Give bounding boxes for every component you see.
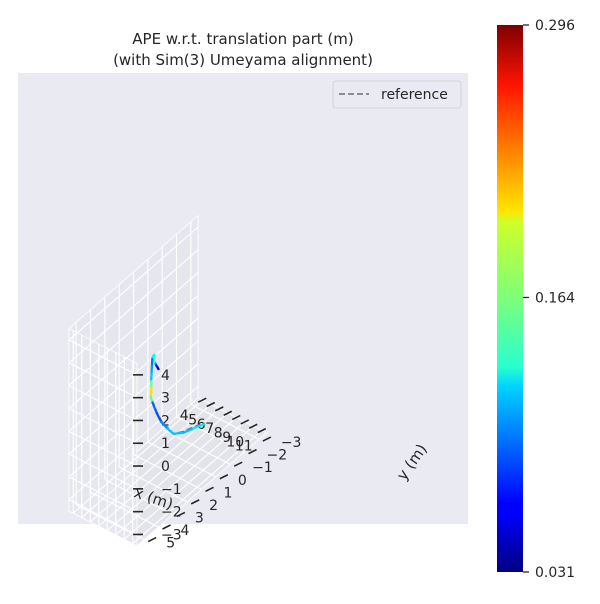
- y-tick-label: 2: [209, 498, 218, 514]
- legend: reference: [333, 81, 461, 108]
- colorbar-gradient: [497, 25, 523, 572]
- z-tick-label: 4: [161, 368, 170, 384]
- y-tick-label: 3: [195, 510, 204, 526]
- colorbar-tick-label: 0.164: [535, 290, 575, 306]
- chart-title: APE w.r.t. translation part (m): [132, 30, 353, 48]
- y-tick-label: 1: [224, 485, 233, 501]
- y-tick-label: −1: [252, 460, 273, 476]
- z-tick-label: 1: [161, 436, 170, 452]
- trajectory-segment: [151, 388, 152, 397]
- colorbar: 0.031 0.164 0.296: [497, 18, 575, 581]
- trajectory-segment: [173, 433, 183, 434]
- chart-subtitle: (with Sim(3) Umeyama alignment): [113, 51, 373, 69]
- y-tick-label: 4: [181, 523, 190, 539]
- z-tick-label: 0: [161, 459, 170, 475]
- y-tick-mark: [148, 538, 156, 542]
- legend-reference-label: reference: [381, 87, 448, 103]
- y-tick-label: 0: [238, 473, 247, 489]
- z-tick-label: −3: [161, 527, 182, 543]
- z-tick-label: 3: [161, 391, 170, 407]
- colorbar-tick-label: 0.296: [535, 18, 575, 34]
- colorbar-tick-label: 0.031: [535, 565, 575, 581]
